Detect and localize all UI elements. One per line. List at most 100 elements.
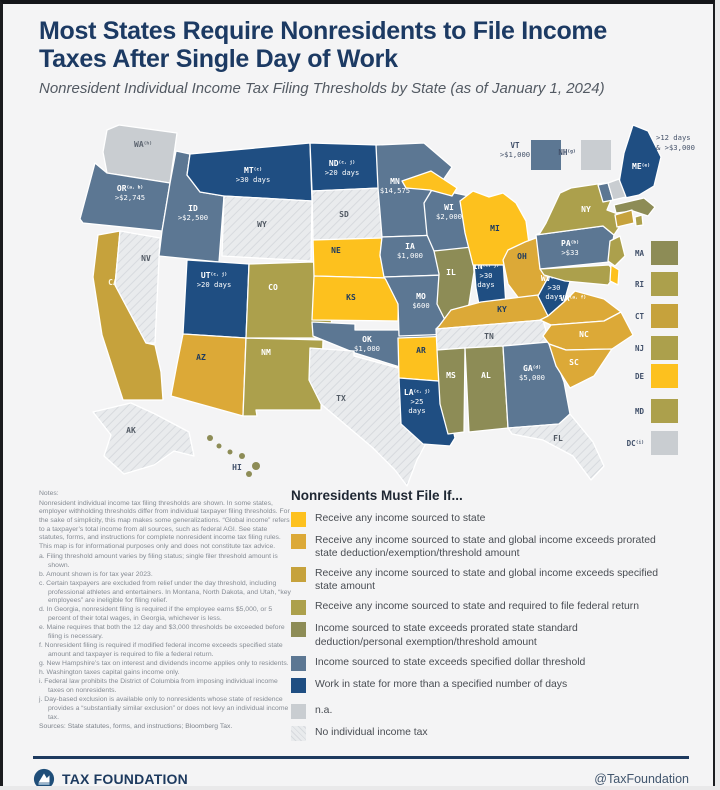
legend-swatch-cat5 — [291, 622, 306, 638]
label-UT: UT(c, j) — [201, 271, 227, 281]
label-MD: MD — [635, 407, 645, 416]
svg-text:$1,000: $1,000 — [354, 344, 380, 353]
label-NJ: NJ — [635, 344, 644, 353]
state-HI — [207, 435, 213, 441]
svg-text:>20 days: >20 days — [325, 168, 360, 177]
label-TX: TX — [336, 394, 346, 403]
label-OK: OK — [362, 335, 372, 344]
svg-text:>$2,500: >$2,500 — [178, 213, 208, 222]
svg-text:$2,000: $2,000 — [436, 212, 462, 221]
note-item-i: i. Federal law prohibits the District of… — [39, 678, 278, 695]
callout-square-NH — [581, 140, 611, 170]
state-FL — [507, 413, 605, 481]
legend-item-cat8: n.a. — [291, 703, 713, 719]
legend-label-cat2: Receive any income sourced to state and … — [315, 535, 656, 560]
us-choropleth-map: WA(h)OR(a, b)>$2,745CANVID>$2,500MT(c)>3… — [79, 124, 695, 487]
taxfoundation-logo-icon — [33, 768, 55, 786]
label-NH: NH(g) — [558, 148, 575, 157]
label-CO: CO — [268, 283, 278, 292]
coastal-shape — [401, 170, 458, 197]
note-item-g: g. New Hampshire’s tax on interest and d… — [39, 660, 289, 668]
label-IA: IA — [405, 242, 415, 251]
svg-text:>$33: >$33 — [561, 248, 578, 257]
svg-text:days: days — [408, 406, 425, 415]
legend-item-cat6: Income sourced to state exceeds specifie… — [291, 655, 713, 671]
note-item-c: c. Certain taxpayers are excluded from r… — [39, 579, 291, 605]
brand-name: TAX FOUNDATION — [62, 771, 188, 786]
legend-swatch-cat3 — [291, 567, 306, 583]
svg-text:>30: >30 — [480, 271, 493, 280]
label-TN: TN — [484, 332, 494, 341]
label-CA: CA — [108, 278, 118, 287]
state-AL — [464, 345, 509, 433]
label-LA: LA(c, j) — [404, 388, 430, 398]
maine-annotation: & >$3,000 — [656, 143, 695, 152]
legend-item-cat4: Receive any income sourced to state and … — [291, 600, 713, 616]
label-NV: NV — [141, 254, 151, 263]
svg-text:days: days — [477, 280, 494, 289]
label-HI: HI — [232, 463, 242, 472]
legend-items: Receive any income sourced to state Recei… — [291, 512, 713, 741]
label-MO: MO — [416, 292, 426, 301]
state-AZ — [170, 333, 247, 417]
state-HI — [252, 462, 260, 470]
maine-annotation: >12 days — [656, 133, 691, 142]
legend-item-cat9: No individual income tax — [291, 725, 713, 741]
legend-item-cat3: Receive any income sourced to state and … — [291, 567, 713, 593]
svg-text:>20 days: >20 days — [197, 280, 232, 289]
svg-text:$14,575: $14,575 — [380, 186, 410, 195]
coastal-shape — [614, 209, 635, 228]
label-AL: AL — [481, 371, 491, 380]
note-items: a. Filing threshold amount varies by fil… — [39, 553, 291, 723]
map-legend: Nonresidents Must File If... Receive any… — [291, 488, 713, 748]
state-HI — [246, 471, 252, 477]
note-item-f: f. Nonresident filing is required if mod… — [39, 642, 283, 658]
legend-label-cat1: Receive any income sourced to state — [315, 513, 486, 524]
svg-text:>$2,745: >$2,745 — [115, 193, 145, 202]
callout-square-VT — [531, 140, 561, 170]
label-VT: VT — [510, 141, 520, 150]
label-RI: RI — [635, 280, 644, 289]
label-NE: NE — [331, 246, 341, 255]
footer-divider — [33, 756, 689, 759]
coastal-shape — [634, 214, 644, 227]
state-square-MA — [651, 241, 678, 265]
label-DE: DE — [635, 372, 645, 381]
social-handle: @TaxFoundation — [594, 772, 689, 786]
coastal-shape — [607, 235, 626, 267]
label-ND: ND(c, j) — [329, 159, 355, 169]
note-item-a: a. Filing threshold amount varies by fil… — [39, 552, 278, 569]
label-ME: ME(e) — [632, 162, 650, 171]
note-item-h: h. Washington taxes capital gains income… — [39, 669, 180, 677]
state-ME — [617, 124, 662, 199]
label-WA: WA(h) — [134, 140, 152, 149]
state-square-NJ — [651, 336, 678, 360]
state-square-DE — [651, 364, 678, 388]
label-FL: FL — [553, 434, 563, 443]
legend-label-cat3: Receive any income sourced to state and … — [315, 568, 659, 593]
legend-label-cat8: n.a. — [315, 704, 333, 716]
state-square-CT — [651, 304, 678, 328]
footer: TAX FOUNDATION @TaxFoundation — [33, 766, 689, 786]
state-square-MD — [651, 399, 678, 423]
legend-swatch-cat7 — [291, 677, 306, 693]
label-MS: MS — [446, 371, 456, 380]
legend-label-cat7: Work in state for more than a specified … — [315, 678, 568, 690]
notes-sources: Sources: State statutes, forms, and inst… — [39, 722, 233, 730]
label-NC: NC — [579, 330, 589, 339]
legend-swatch-cat9 — [291, 725, 306, 741]
svg-text:$1,000: $1,000 — [397, 251, 423, 260]
state-AK — [92, 402, 195, 475]
legend-title: Nonresidents Must File If... — [291, 488, 463, 503]
state-ND — [309, 142, 381, 192]
svg-text:$5,000: $5,000 — [519, 373, 545, 382]
coastal-shape — [607, 178, 627, 201]
label-VA: VA(a, f) — [560, 294, 586, 303]
svg-text:>30 days: >30 days — [236, 175, 271, 184]
coastal-shape — [539, 264, 617, 286]
svg-text:>$1,000: >$1,000 — [500, 150, 530, 159]
notes-block: Notes: Nonresident individual income tax… — [39, 490, 291, 733]
legend-item-cat2: Receive any income sourced to state and … — [291, 534, 713, 560]
label-MI: MI — [490, 224, 500, 233]
